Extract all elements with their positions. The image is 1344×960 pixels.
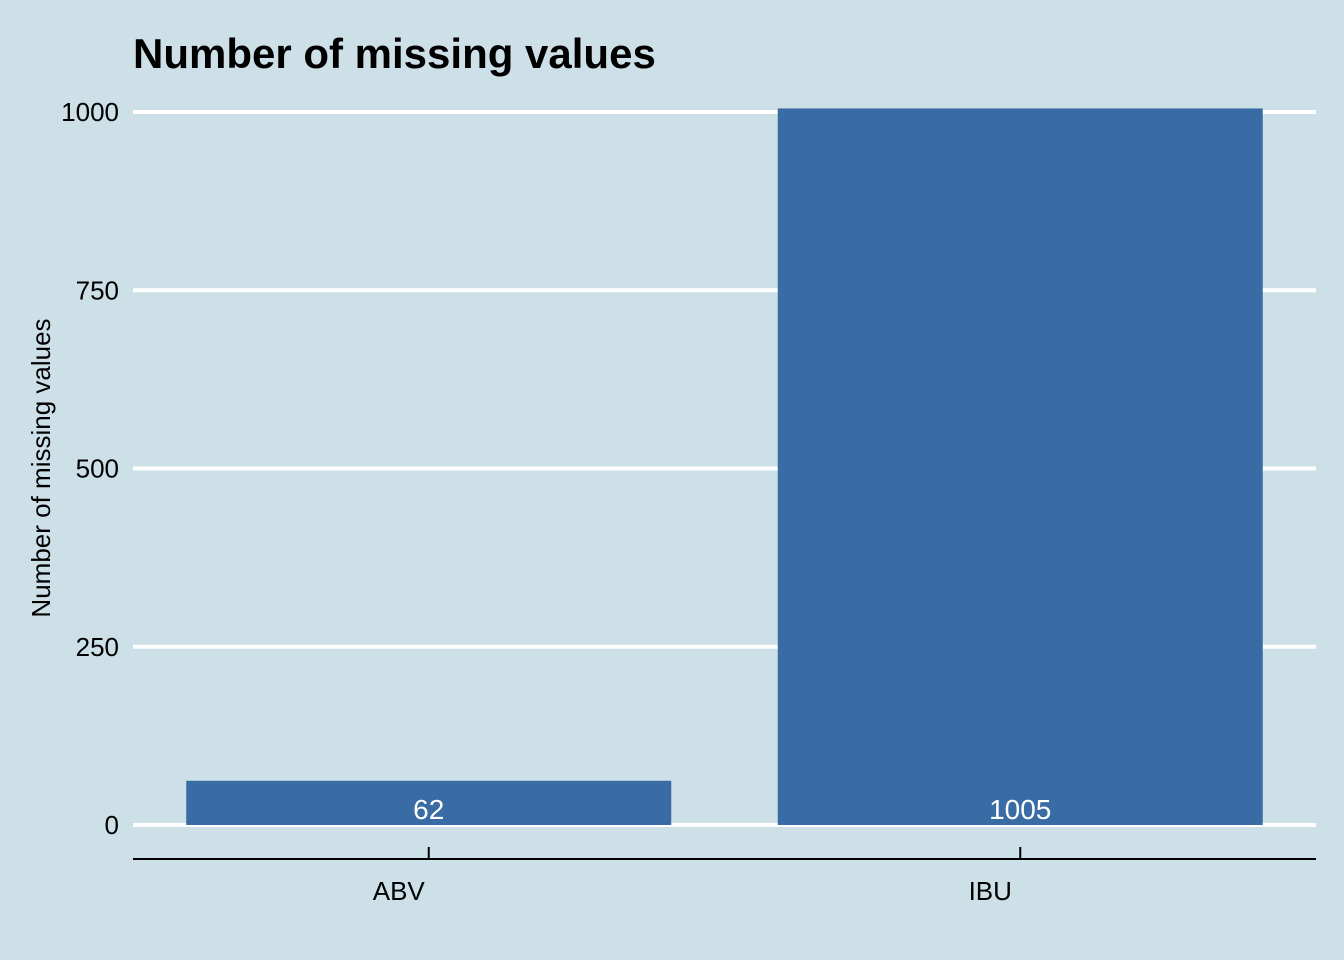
data-label-abv: 62: [413, 794, 444, 825]
data-label-ibu: 1005: [989, 794, 1051, 825]
x-tick-label-abv: ABV: [373, 876, 426, 906]
y-axis-title: Number of missing values: [26, 318, 56, 617]
bar-ibu: [777, 108, 1263, 825]
bar-data-labels: 62 1005: [413, 794, 1051, 825]
y-tick-label-500: 500: [76, 454, 119, 484]
x-axis: ABV IBU: [133, 847, 1316, 906]
y-tick-labels: 0 250 500 750 1000: [61, 97, 119, 840]
y-tick-label-1000: 1000: [61, 97, 119, 127]
y-tick-label-750: 750: [76, 275, 119, 305]
bars: [186, 108, 1263, 825]
y-tick-label-250: 250: [76, 632, 119, 662]
x-tick-label-ibu: IBU: [969, 876, 1012, 906]
bar-abv: [186, 780, 672, 825]
y-tick-label-0: 0: [105, 810, 119, 840]
chart-title: Number of missing values: [133, 30, 656, 77]
